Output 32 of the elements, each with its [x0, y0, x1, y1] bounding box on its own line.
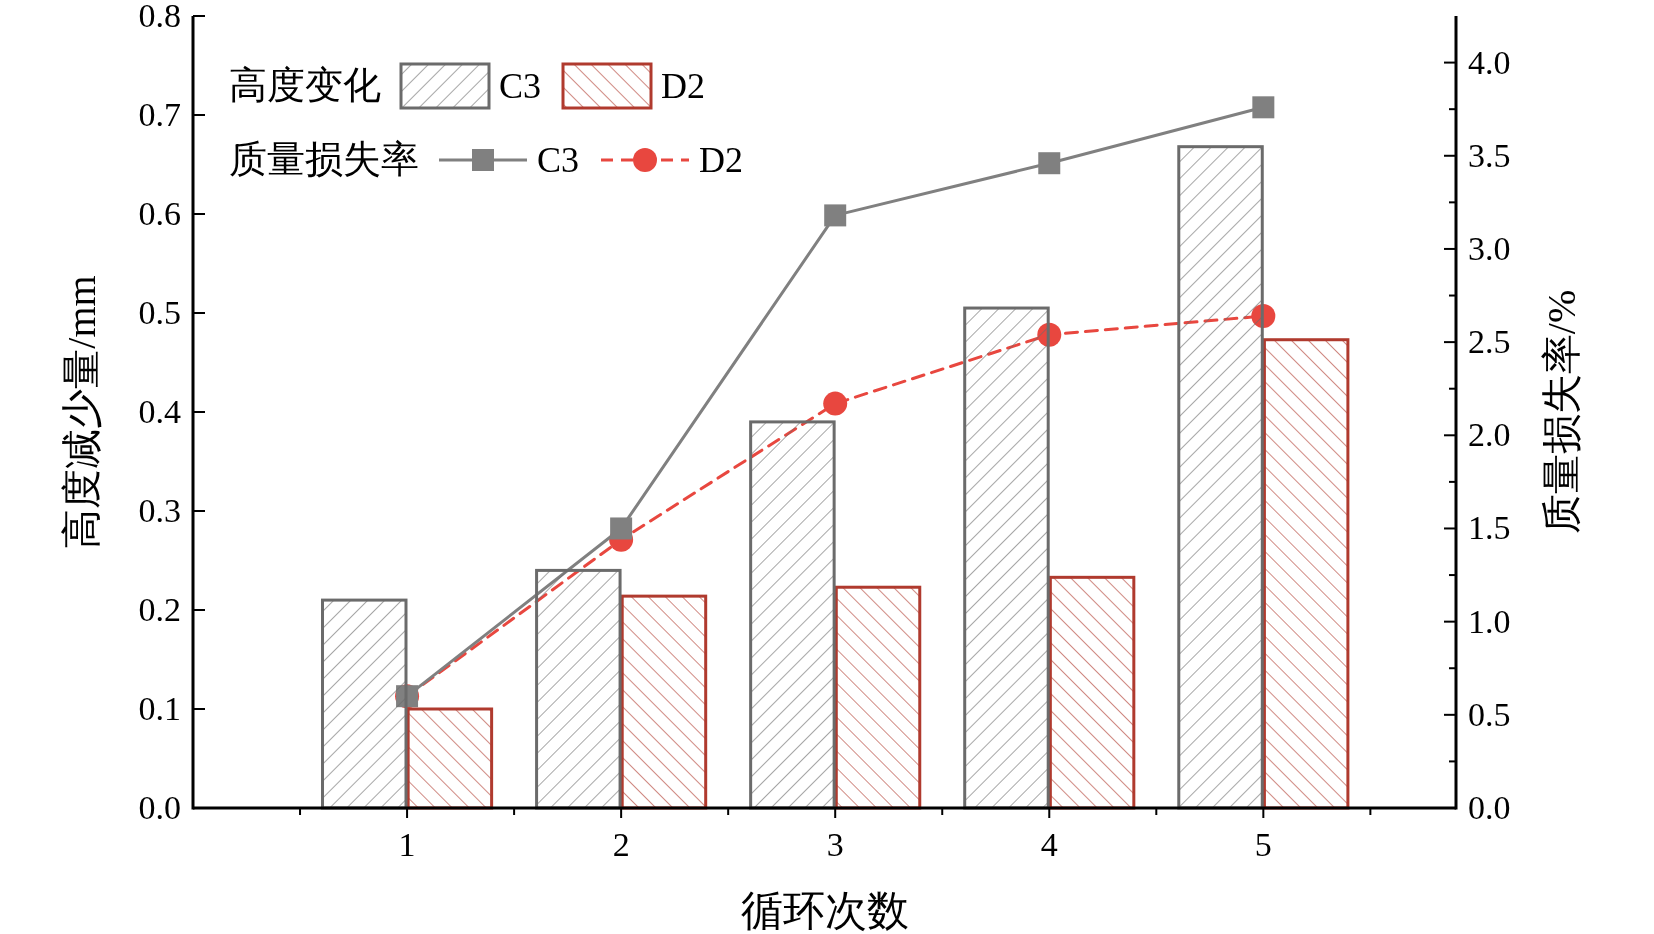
annotation: 高度变化 — [229, 64, 381, 106]
y2-tick-label: 4.0 — [1468, 43, 1511, 81]
y2-tick-label: 3.0 — [1468, 229, 1511, 267]
y-tick-label: 0.7 — [138, 96, 181, 133]
y2-tick-label: 1.5 — [1468, 509, 1511, 547]
y-tick-label: 0.3 — [138, 492, 181, 529]
y-axis-title: 高度减少量/mm — [59, 275, 104, 549]
y-tick-label: 0.1 — [138, 690, 181, 727]
x-axis-title: 循环次数 — [740, 888, 909, 934]
legend-label: D2 — [661, 66, 705, 106]
y-tick-label: 0.6 — [138, 195, 181, 232]
y-tick-label: 0.4 — [138, 393, 181, 430]
legend-label: D2 — [699, 140, 743, 180]
x-tick-label: 5 — [1254, 826, 1272, 863]
y2-tick-label: 2.0 — [1468, 416, 1511, 454]
y2-tick-label: 3.5 — [1468, 136, 1511, 174]
annotation: 质量损失率 — [229, 138, 419, 180]
y-tick-label: 0.8 — [138, 0, 181, 34]
x-tick-label: 2 — [612, 826, 630, 863]
y-tick-label: 0.2 — [138, 591, 181, 628]
y-tick-label: 0.5 — [138, 294, 181, 331]
y2-tick-label: 2.5 — [1468, 323, 1511, 361]
x-tick-label: 4 — [1040, 826, 1058, 863]
legend-label: C3 — [499, 66, 542, 106]
y-tick-label: 0.0 — [138, 789, 181, 826]
y2-tick-label: 0.0 — [1468, 789, 1511, 826]
y2-axis-title: 质量损失率/% — [1539, 289, 1584, 535]
x-tick-label: 1 — [398, 826, 416, 863]
y2-tick-label: 1.0 — [1468, 602, 1511, 640]
legend-label: C3 — [537, 140, 580, 180]
x-tick-label: 3 — [826, 826, 844, 863]
y2-tick-label: 0.5 — [1468, 695, 1511, 733]
